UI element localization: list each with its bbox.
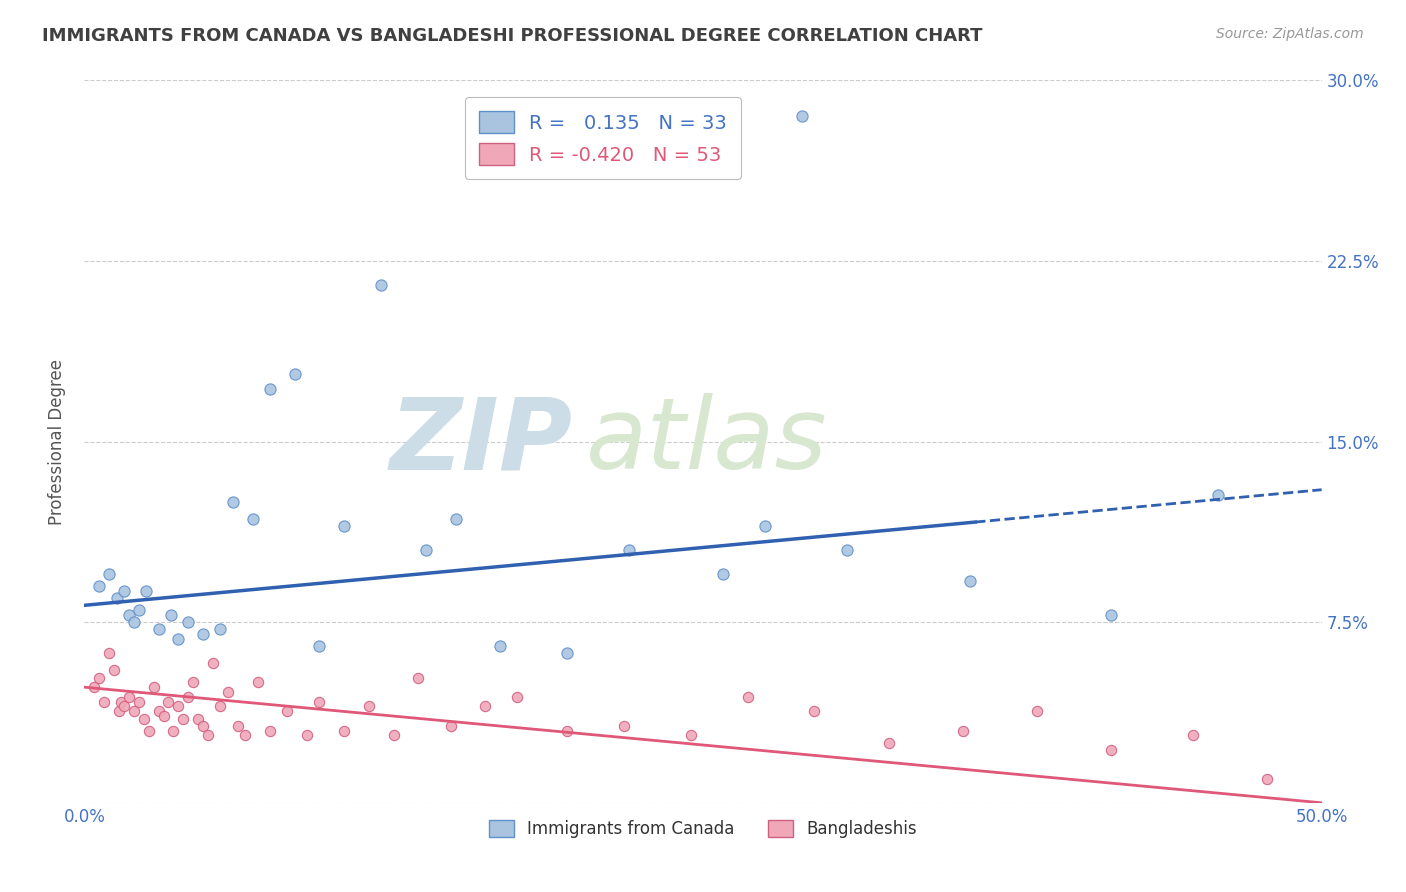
Point	[128, 603, 150, 617]
Point	[617, 542, 640, 557]
Point	[952, 723, 974, 738]
Point	[295, 728, 318, 742]
Point	[217, 685, 239, 699]
Point	[177, 615, 200, 630]
Point	[172, 712, 194, 726]
Point	[259, 382, 281, 396]
Point	[737, 690, 759, 704]
Point	[308, 695, 330, 709]
Point	[233, 728, 256, 742]
Point	[103, 664, 125, 678]
Point	[138, 723, 160, 738]
Point	[110, 695, 132, 709]
Point	[122, 615, 145, 630]
Point	[89, 671, 111, 685]
Point	[191, 719, 214, 733]
Point	[108, 704, 131, 718]
Point	[98, 567, 121, 582]
Point	[613, 719, 636, 733]
Point	[370, 277, 392, 292]
Legend: Immigrants from Canada, Bangladeshis: Immigrants from Canada, Bangladeshis	[482, 814, 924, 845]
Point	[555, 647, 578, 661]
Point	[157, 695, 180, 709]
Point	[187, 712, 209, 726]
Point	[1181, 728, 1204, 742]
Point	[333, 518, 356, 533]
Point	[711, 567, 734, 582]
Point	[803, 704, 825, 718]
Point	[162, 723, 184, 738]
Point	[333, 723, 356, 738]
Point	[209, 623, 232, 637]
Point	[679, 728, 702, 742]
Point	[408, 671, 430, 685]
Point	[93, 695, 115, 709]
Point	[259, 723, 281, 738]
Point	[415, 542, 437, 557]
Point	[474, 699, 496, 714]
Point	[506, 690, 529, 704]
Point	[1256, 772, 1278, 786]
Point	[357, 699, 380, 714]
Point	[152, 709, 174, 723]
Point	[112, 583, 135, 598]
Point	[444, 511, 467, 525]
Point	[382, 728, 405, 742]
Point	[1026, 704, 1049, 718]
Point	[246, 675, 269, 690]
Point	[148, 623, 170, 637]
Text: IMMIGRANTS FROM CANADA VS BANGLADESHI PROFESSIONAL DEGREE CORRELATION CHART: IMMIGRANTS FROM CANADA VS BANGLADESHI PR…	[42, 27, 983, 45]
Point	[132, 712, 155, 726]
Point	[118, 607, 141, 622]
Point	[105, 591, 128, 605]
Point	[790, 109, 813, 123]
Point	[1099, 743, 1122, 757]
Point	[160, 607, 183, 622]
Point	[167, 699, 190, 714]
Point	[209, 699, 232, 714]
Text: Source: ZipAtlas.com: Source: ZipAtlas.com	[1216, 27, 1364, 41]
Point	[118, 690, 141, 704]
Point	[191, 627, 214, 641]
Point	[122, 704, 145, 718]
Point	[222, 494, 245, 508]
Point	[835, 542, 858, 557]
Text: atlas: atlas	[585, 393, 827, 490]
Point	[197, 728, 219, 742]
Point	[284, 367, 307, 381]
Point	[142, 680, 165, 694]
Point	[128, 695, 150, 709]
Point	[83, 680, 105, 694]
Point	[202, 656, 225, 670]
Point	[555, 723, 578, 738]
Point	[167, 632, 190, 646]
Point	[148, 704, 170, 718]
Point	[181, 675, 204, 690]
Point	[98, 647, 121, 661]
Point	[877, 735, 900, 749]
Point	[242, 511, 264, 525]
Point	[112, 699, 135, 714]
Point	[754, 518, 776, 533]
Point	[1206, 487, 1229, 501]
Point	[135, 583, 157, 598]
Point	[439, 719, 461, 733]
Point	[1099, 607, 1122, 622]
Text: ZIP: ZIP	[389, 393, 574, 490]
Point	[177, 690, 200, 704]
Point	[276, 704, 298, 718]
Point	[226, 719, 249, 733]
Point	[489, 639, 512, 653]
Y-axis label: Professional Degree: Professional Degree	[48, 359, 66, 524]
Point	[308, 639, 330, 653]
Point	[89, 579, 111, 593]
Point	[959, 574, 981, 589]
